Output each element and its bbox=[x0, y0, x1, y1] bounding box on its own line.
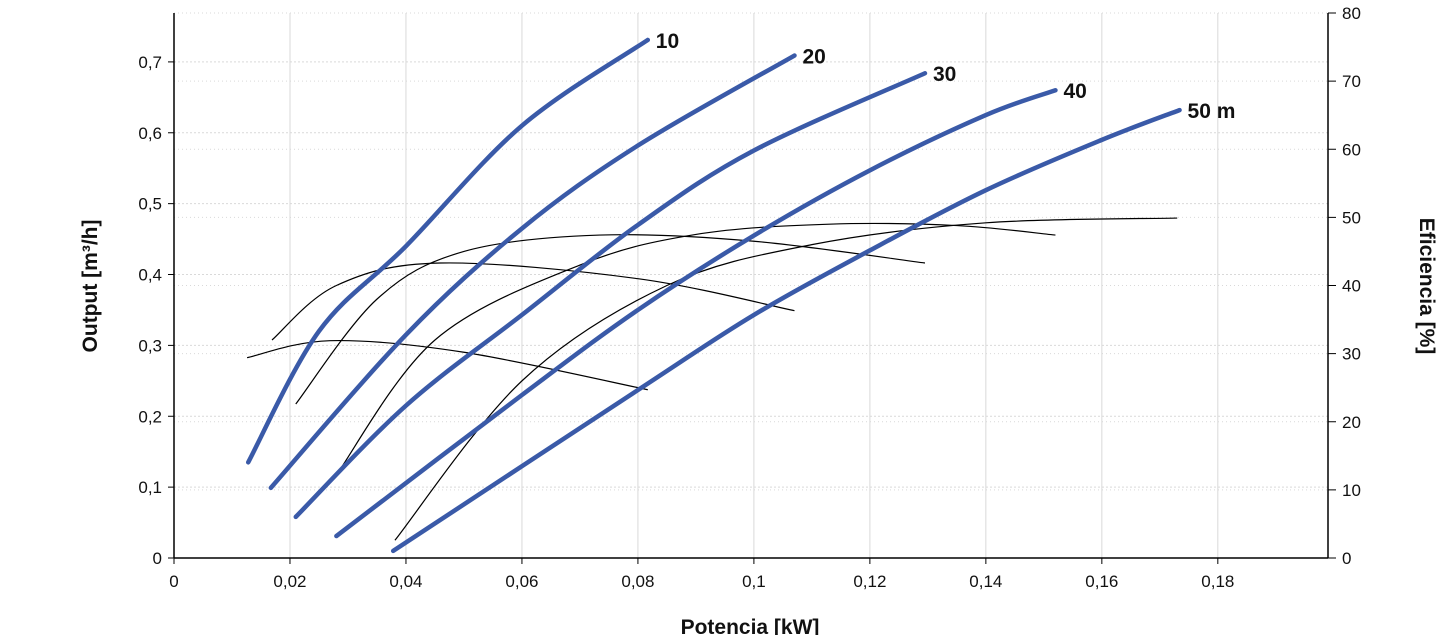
x-tick-label: 0,12 bbox=[853, 572, 886, 591]
y-tick-label: 0,1 bbox=[138, 478, 162, 497]
x-tick-label: 0,14 bbox=[969, 572, 1002, 591]
y2-tick-label: 50 bbox=[1342, 208, 1361, 227]
y2-tick-label: 30 bbox=[1342, 345, 1361, 364]
efficiency-curves bbox=[246, 217, 1178, 541]
y2-tick-label: 10 bbox=[1342, 481, 1361, 500]
x-tick-label: 0,16 bbox=[1085, 572, 1118, 591]
output-curve-5 bbox=[390, 107, 1182, 554]
efficiency-curve-2 bbox=[271, 262, 795, 341]
efficiency-curve-4 bbox=[335, 222, 1056, 476]
curve-label: 20 bbox=[802, 46, 825, 69]
x-tick-label: 0,06 bbox=[505, 572, 538, 591]
output-curve-2 bbox=[268, 53, 797, 491]
y-tick-label: 0,5 bbox=[138, 195, 162, 214]
x-tick-label: 0,02 bbox=[273, 572, 306, 591]
y-tick-label: 0,2 bbox=[138, 407, 162, 426]
y-axis-label: Output [m³/h] bbox=[79, 220, 102, 353]
x-tick-label: 0,18 bbox=[1201, 572, 1234, 591]
y2-axis-label: Eficiencia [%] bbox=[1415, 218, 1438, 355]
y2-tick-label: 80 bbox=[1342, 4, 1361, 23]
y2-tick-label: 0 bbox=[1342, 549, 1351, 568]
y-tick-label: 0,6 bbox=[138, 124, 162, 143]
y-tick-label: 0,4 bbox=[138, 266, 162, 285]
efficiency-curve-1 bbox=[246, 339, 648, 391]
y-tick-label: 0 bbox=[153, 549, 162, 568]
efficiency-curve-5 bbox=[394, 217, 1178, 541]
x-tick-label: 0,1 bbox=[742, 572, 766, 591]
x-tick-label: 0,04 bbox=[389, 572, 422, 591]
y2-tick-label: 70 bbox=[1342, 72, 1361, 91]
output-curve-4 bbox=[334, 87, 1058, 539]
x-tick-label: 0,08 bbox=[621, 572, 654, 591]
efficiency-curve-3 bbox=[295, 234, 926, 405]
output-curves: 10 20 30 40 50 m bbox=[245, 30, 1236, 554]
y-tick-label: 0,7 bbox=[138, 53, 162, 72]
y2-tick-label: 60 bbox=[1342, 140, 1361, 159]
x-axis-label: Potencia [kW] bbox=[681, 616, 820, 635]
y2-tick-label: 20 bbox=[1342, 413, 1361, 432]
output-curve-1 bbox=[245, 37, 651, 465]
curve-label: 10 bbox=[656, 30, 679, 53]
y-tick-label: 0,3 bbox=[138, 336, 162, 355]
output-curve-3 bbox=[293, 70, 928, 520]
axes: 0 0,02 0,04 0,06 0,08 0,1 0,12 0,14 0,16 0,1800,1… bbox=[138, 4, 1361, 591]
curve-label: 30 bbox=[933, 63, 956, 86]
x-tick-label: 0 bbox=[169, 572, 178, 591]
grid bbox=[174, 12, 1328, 558]
y2-tick-label: 40 bbox=[1342, 277, 1361, 296]
curve-label: 50 m bbox=[1188, 100, 1236, 123]
curve-label: 40 bbox=[1063, 80, 1086, 103]
